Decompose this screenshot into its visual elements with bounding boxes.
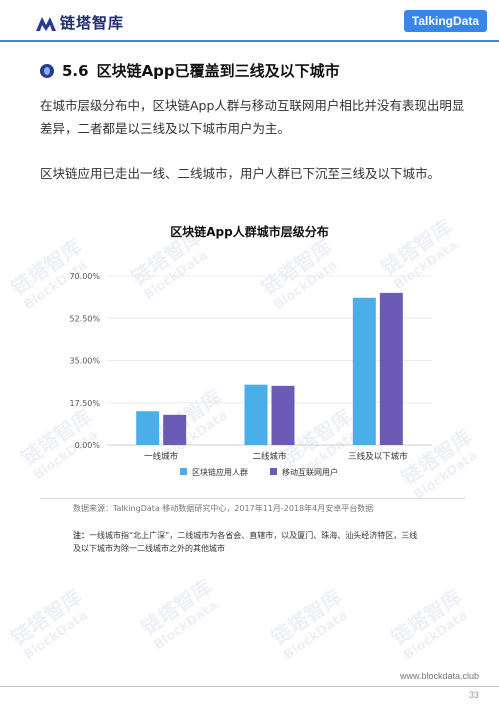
chart-title: 区块链App人群城市层级分布 [170,225,329,239]
legend-label: 移动互联网用户 [282,467,338,477]
logo-text: 链塔智库 [60,14,125,32]
footnote-label: 注： [73,531,89,540]
page-number: 33 [468,690,479,700]
x-tick-label: 二线城市 [252,451,287,462]
section-heading: 5.6 区块链App已覆盖到三线及以下城市 [40,60,340,81]
y-tick-label: 17.50% [69,399,100,408]
x-tick-label: 一线城市 [144,451,179,462]
watermark: 链塔智库 BlockData [266,584,351,663]
chart-canvas: 70.00% 52.50% 35.00% 17.50% 0.00% 一线城市 二线城市 三线及… [69,272,432,477]
x-tick-label: 三线及以下城市 [348,451,408,462]
legend-swatch [270,468,277,475]
bar [136,411,160,445]
footer-divider [0,686,499,687]
legend-swatch [180,468,187,475]
footer-url[interactable]: www.blockdata.club [399,671,479,681]
y-tick-label: 35.00% [69,357,100,366]
header-divider [0,40,499,42]
y-tick-label: 0.00% [75,441,101,450]
bar [352,297,376,445]
legend-label: 区块链应用人群 [192,467,248,477]
chart: 区块链App人群城市层级分布 70.00% 52.50% 35.00% 17.50% 0… [37,209,462,514]
y-tick-label: 52.50% [69,314,100,323]
logo-icon [36,16,56,31]
page-header: 链塔智库 TalkingData [0,0,499,40]
data-source: 数据来源：TalkingData 移动数据研究中心，2017年11月-2018年… [73,504,374,513]
bar [271,385,295,445]
section-title: 区块链App已覆盖到三线及以下城市 [96,62,340,80]
section-bullet-icon [40,63,54,78]
watermark: 链塔智库 BlockData [386,584,471,663]
bar [244,384,268,445]
body-paragraph: 区块链应用已走出一线、二线城市，用户人群已下沉至三线及以下城市。 [40,166,441,181]
footnote: 注：一线城市指“北上广深”，二线城市为各省会、直辖市，以及厦门、珠海、汕头经济特… [73,529,423,555]
section-number: 5.6 [62,61,89,80]
footnote-text: 一线城市指“北上广深”，二线城市为各省会、直辖市，以及厦门、珠海、汕头经济特区，… [73,531,418,553]
watermark: 链塔智库 BlockData [6,584,91,663]
brand-badge: TalkingData [403,10,487,32]
y-tick-label: 70.00% [69,272,100,281]
bar [379,292,403,445]
watermark: 链塔智库 BlockData [136,574,221,653]
bar [163,414,187,445]
body-paragraph: 在城市层级分布中，区块链App人群与移动互联网用户相比并没有表现出明显差异，二者… [40,98,465,136]
logo: 链塔智库 [36,12,124,33]
source-divider [40,498,465,499]
